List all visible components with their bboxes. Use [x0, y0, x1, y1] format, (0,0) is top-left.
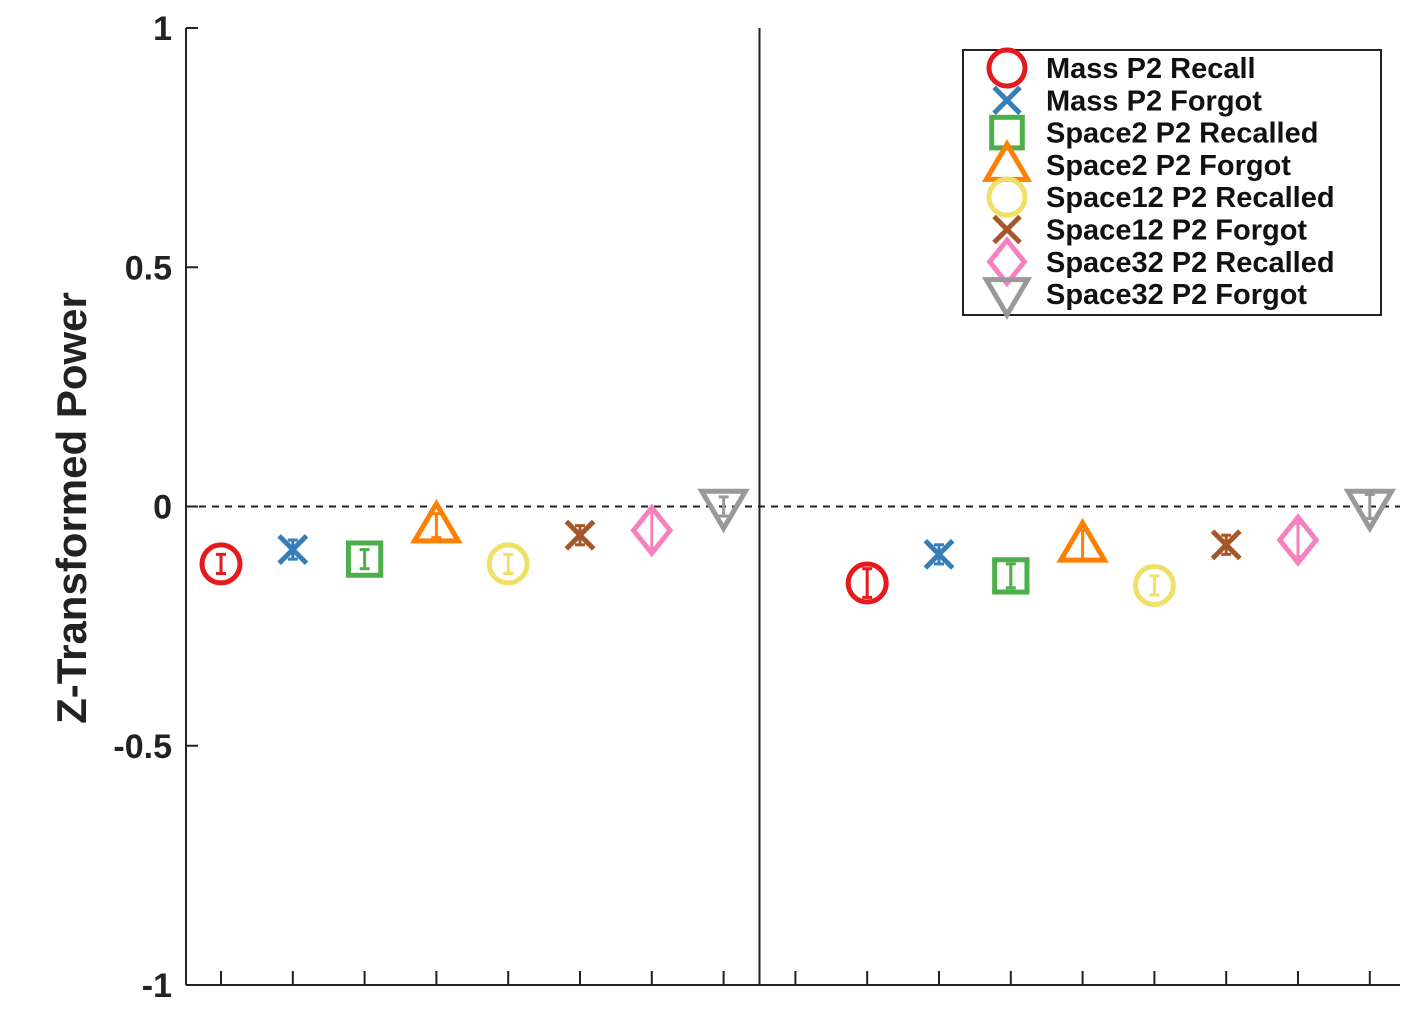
legend-marker: [992, 85, 1022, 116]
legend-label: Space32 P2 Forgot: [1046, 279, 1307, 311]
y-axis-label: Z-Transformed Power: [48, 292, 95, 724]
point-marker: [277, 534, 309, 566]
point-marker: [697, 488, 750, 534]
y-tick-label: -1: [142, 967, 172, 1005]
point-marker: [992, 557, 1030, 595]
data-marks: [199, 488, 1397, 607]
legend-item: Space12 P2 Forgot: [992, 214, 1307, 247]
data-point: [1276, 513, 1320, 567]
data-point: [1210, 529, 1242, 561]
point-marker: [199, 542, 243, 586]
y-tick-label: 0: [153, 489, 172, 527]
x-stroke: [992, 214, 1022, 245]
point-marker: [486, 542, 530, 586]
point-marker: [410, 498, 463, 544]
point-marker: [923, 538, 955, 570]
data-point: [486, 542, 530, 586]
data-point: [345, 540, 384, 578]
legend-box: [962, 49, 1382, 316]
legend-marker: [986, 47, 1028, 89]
legend-label: Space2 P2 Forgot: [1046, 150, 1291, 182]
point-marker: [1343, 488, 1397, 534]
legend-marker: [986, 236, 1028, 288]
x-stroke: [923, 538, 955, 570]
point-marker: [845, 561, 889, 605]
legend-label: Space32 P2 Recalled: [1046, 247, 1335, 279]
y-tick-label: 0.5: [125, 249, 172, 287]
legend-marker: [981, 277, 1033, 320]
point-marker: [345, 540, 384, 578]
data-point: [697, 488, 750, 534]
point-marker: [564, 519, 596, 551]
data-point: [1343, 488, 1397, 534]
y-axis-label-group: Z-Transformed Power: [48, 292, 95, 724]
x-stroke: [277, 534, 309, 566]
point-marker: [1276, 513, 1320, 567]
data-point: [277, 534, 309, 566]
legend-item: Space32 P2 Forgot: [981, 277, 1307, 320]
legend-item: Space2 P2 Recalled: [989, 114, 1318, 151]
data-point: [410, 498, 463, 544]
data-point: [199, 542, 243, 586]
point-marker: [1210, 529, 1242, 561]
legend-item: Space12 P2 Recalled: [986, 176, 1335, 218]
x-stroke: [564, 519, 596, 551]
legend-item: Space32 P2 Recalled: [986, 236, 1335, 288]
data-point: [845, 561, 889, 605]
legend-label: Mass P2 Forgot: [1046, 85, 1262, 117]
legend-label: Space2 P2 Recalled: [1046, 118, 1318, 150]
y-tick-label: 1: [153, 10, 172, 48]
y-tick-label: -0.5: [113, 728, 172, 766]
legend-label: Mass P2 Recall: [1046, 53, 1256, 85]
legend-item: Mass P2 Recall: [986, 47, 1256, 89]
data-point: [564, 519, 596, 551]
x-stroke: [992, 85, 1022, 116]
data-point: [1056, 517, 1109, 563]
legend-marker: [992, 214, 1022, 245]
data-point: [630, 503, 674, 558]
legend-label: Space12 P2 Forgot: [1046, 215, 1307, 247]
x-stroke: [1210, 529, 1242, 561]
data-point: [1132, 563, 1176, 607]
point-marker: [1056, 517, 1109, 563]
point-marker: [630, 503, 674, 558]
legend-item: Mass P2 Forgot: [992, 85, 1262, 117]
legend-marker: [986, 176, 1028, 218]
data-point: [992, 557, 1030, 595]
legend-label: Space12 P2 Recalled: [1046, 182, 1335, 214]
data-point: [923, 538, 955, 570]
axes: 1 0.5 0 -0.5 -1: [113, 10, 1400, 1005]
point-marker: [1132, 563, 1176, 607]
